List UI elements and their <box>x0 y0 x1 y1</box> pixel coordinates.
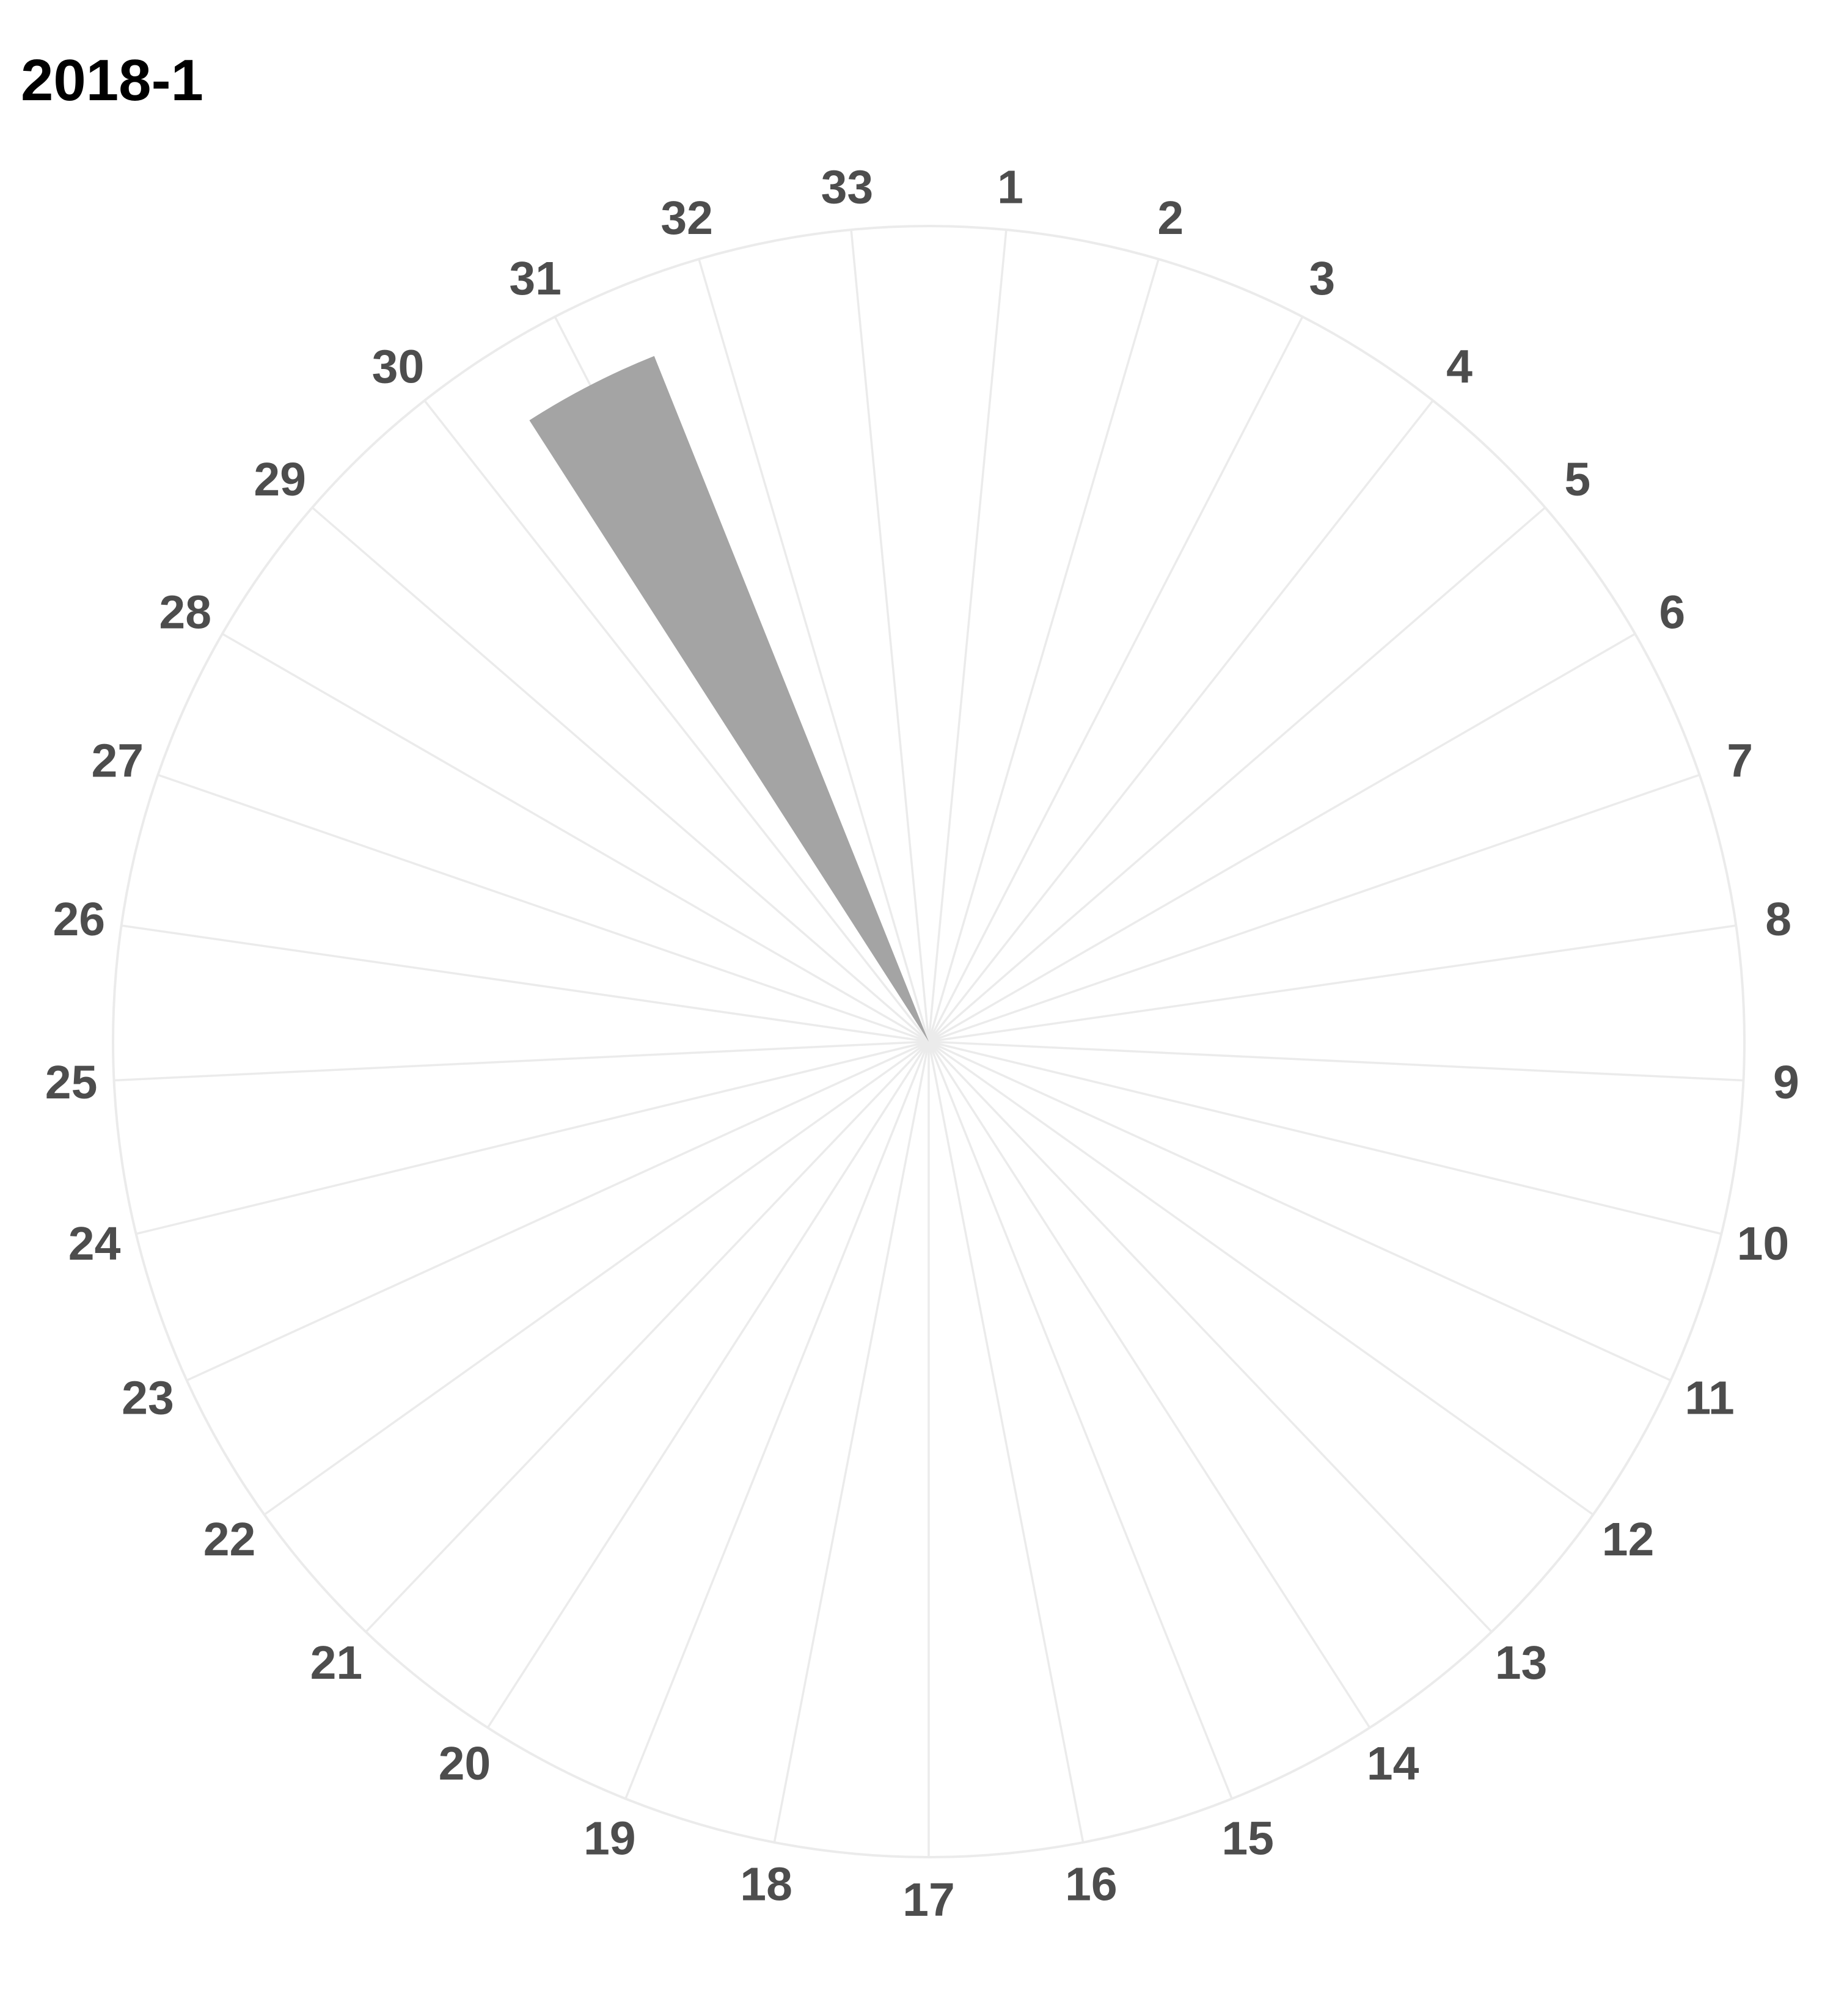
grid-spoke-12 <box>927 1040 1594 1516</box>
tick-label-4: 4 <box>1446 341 1473 393</box>
grid-spoke-30 <box>423 400 930 1043</box>
grid-layer <box>112 225 1746 1858</box>
grid-spoke-26 <box>121 924 929 1043</box>
tick-label-17: 17 <box>902 1874 955 1926</box>
tick-label-20: 20 <box>439 1737 491 1790</box>
tick-label-1: 1 <box>997 161 1023 213</box>
label-layer: 1234567891011121314151617181920212223242… <box>45 161 1799 1926</box>
grid-spoke-6 <box>928 632 1636 1043</box>
tick-label-5: 5 <box>1564 453 1590 506</box>
grid-spoke-14 <box>927 1041 1371 1729</box>
grid-spoke-13 <box>927 1040 1493 1633</box>
tick-label-21: 21 <box>310 1637 363 1689</box>
tick-label-12: 12 <box>1602 1513 1655 1566</box>
tick-label-15: 15 <box>1221 1812 1274 1864</box>
grid-spoke-11 <box>928 1040 1672 1382</box>
tick-label-26: 26 <box>53 893 105 946</box>
grid-spoke-21 <box>365 1040 930 1633</box>
grid-spoke-2 <box>927 258 1160 1042</box>
grid-spoke-22 <box>263 1040 930 1516</box>
grid-spoke-24 <box>136 1040 929 1235</box>
grid-spoke-29 <box>311 506 930 1043</box>
tick-label-2: 2 <box>1157 192 1184 244</box>
tick-label-3: 3 <box>1309 252 1335 305</box>
tick-label-22: 22 <box>203 1513 256 1566</box>
grid-spoke-8 <box>928 924 1736 1043</box>
grid-spoke-15 <box>927 1041 1233 1800</box>
tick-label-28: 28 <box>159 586 211 639</box>
grid-spoke-20 <box>486 1041 930 1729</box>
tick-label-6: 6 <box>1659 586 1685 639</box>
tick-label-19: 19 <box>584 1812 636 1864</box>
grid-spoke-9 <box>928 1040 1744 1082</box>
tick-label-14: 14 <box>1367 1737 1419 1790</box>
tick-label-33: 33 <box>821 161 874 213</box>
tick-label-30: 30 <box>372 341 425 393</box>
tick-label-27: 27 <box>91 734 144 787</box>
grid-spoke-18 <box>773 1041 930 1843</box>
tick-label-24: 24 <box>68 1218 121 1270</box>
tick-label-13: 13 <box>1495 1637 1548 1689</box>
grid-spoke-5 <box>927 506 1546 1043</box>
grid-spoke-7 <box>928 773 1700 1043</box>
tick-label-31: 31 <box>509 252 562 305</box>
grid-spoke-23 <box>186 1040 929 1382</box>
grid-spoke-4 <box>927 400 1434 1043</box>
tick-label-7: 7 <box>1727 734 1753 787</box>
grid-spoke-19 <box>624 1041 930 1800</box>
tick-label-11: 11 <box>1685 1372 1734 1425</box>
tick-label-9: 9 <box>1773 1056 1799 1109</box>
grid-spoke-10 <box>928 1040 1722 1235</box>
tick-label-29: 29 <box>254 453 306 506</box>
tick-label-32: 32 <box>660 192 713 244</box>
tick-label-23: 23 <box>122 1372 174 1425</box>
grid-spoke-27 <box>157 773 929 1043</box>
grid-spoke-28 <box>221 632 929 1043</box>
grid-spoke-3 <box>927 316 1304 1042</box>
grid-spoke-16 <box>927 1041 1085 1843</box>
bar-31 <box>529 356 929 1042</box>
grid-spoke-25 <box>114 1040 929 1082</box>
bar-layer <box>529 356 929 1042</box>
tick-label-18: 18 <box>740 1858 792 1911</box>
grid-spoke-1 <box>927 229 1008 1042</box>
tick-label-10: 10 <box>1737 1218 1790 1270</box>
tick-label-16: 16 <box>1065 1858 1118 1911</box>
grid-spoke-32 <box>698 258 930 1042</box>
chart-title: 2018-1 <box>21 48 203 113</box>
tick-label-8: 8 <box>1765 893 1791 946</box>
grid-spoke-33 <box>850 229 930 1042</box>
tick-label-25: 25 <box>45 1056 98 1109</box>
